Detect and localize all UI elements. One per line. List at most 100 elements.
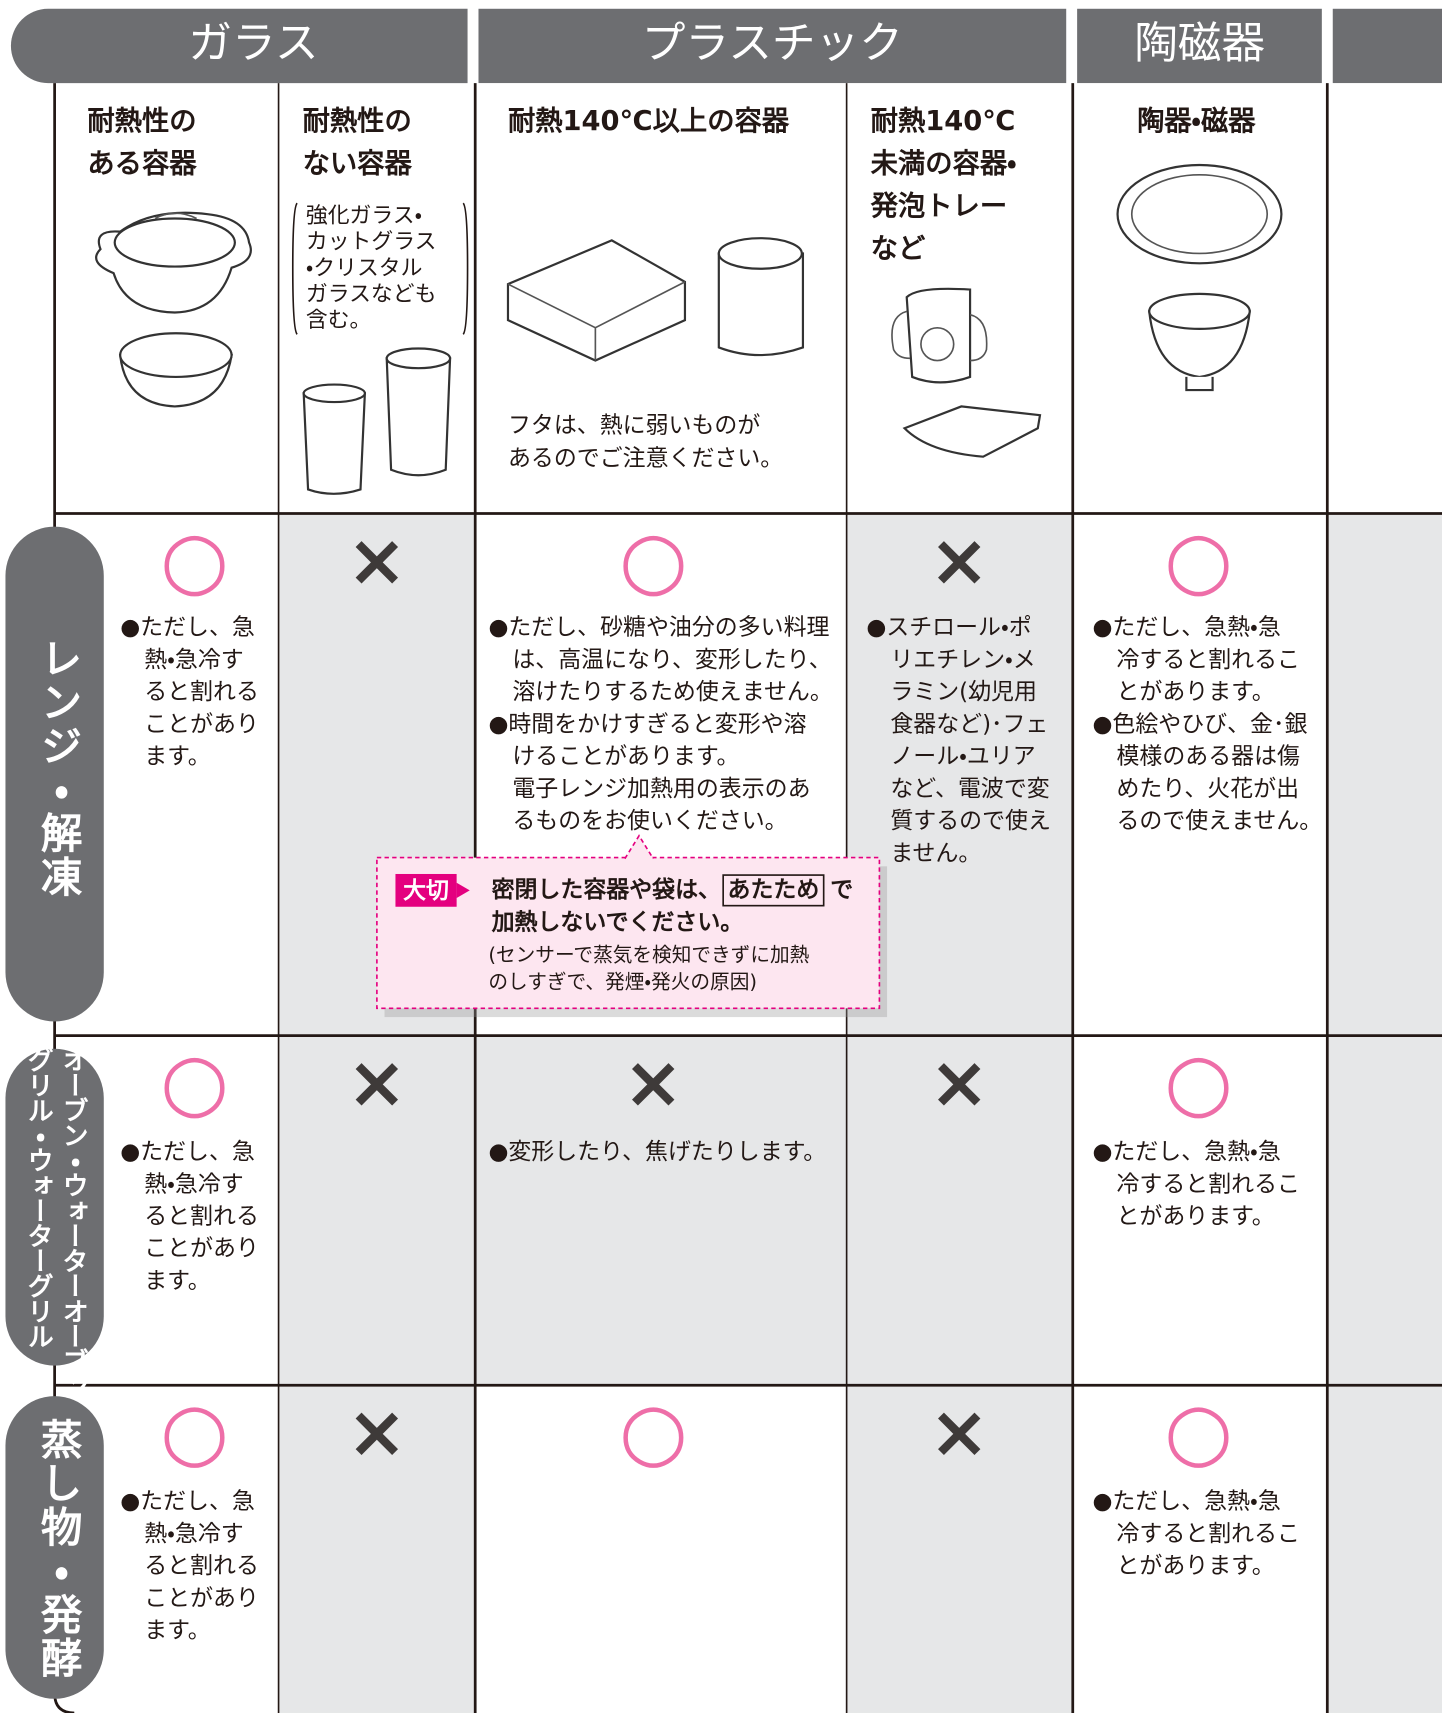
cell-shade xyxy=(846,1035,1073,1386)
column-label: 発泡トレー xyxy=(870,191,1007,222)
column-note: フタは、熱に弱いものが xyxy=(508,413,760,439)
row-label-bg xyxy=(5,1048,104,1366)
illustrations xyxy=(95,163,1283,495)
backgrounds xyxy=(278,513,1442,1713)
cell-note: 電子レンジ加熱用の表示のあ xyxy=(512,776,810,802)
group-title: プラスチック xyxy=(642,18,903,69)
cell-note: ●ただし、急 xyxy=(120,1489,255,1515)
header-bar xyxy=(1077,8,1322,84)
group-title: 陶磁器 xyxy=(1134,18,1265,69)
cell-shade xyxy=(1327,1385,1442,1713)
cell-note: るものをお使いください。 xyxy=(512,808,787,834)
column-label: ある容器 xyxy=(87,148,197,179)
mark-no: × xyxy=(347,1041,407,1125)
cell-note: ●スチロール・ポ xyxy=(866,615,1031,641)
cell-note: ると割れる xyxy=(144,1204,259,1230)
cell-note: ●ただし、急 xyxy=(120,615,255,641)
column-note: 含む。 xyxy=(306,308,372,333)
column-note: 強化ガラス・ xyxy=(306,203,422,228)
cell-note: 冷すると割れるこ xyxy=(1116,1171,1300,1197)
row-label: 蒸し物・発酵 xyxy=(34,1418,83,1681)
cell-note: 質するので使え xyxy=(890,808,1051,834)
column-label: 耐熱性の xyxy=(303,106,412,137)
cell-note: ます。 xyxy=(144,1618,211,1644)
column-label: 陶器・磁器 xyxy=(1137,106,1256,137)
column-note: ・クリスタル xyxy=(306,256,423,281)
callout-detail: (センサーで蒸気を検知できずに加熱 xyxy=(488,943,809,966)
cell-note: ●ただし、急熱・急 xyxy=(1092,615,1280,641)
cell-note: など、電波で変 xyxy=(890,776,1049,802)
cell-note: ことがあり xyxy=(144,1236,259,1262)
cell-note: めたり、火花が出 xyxy=(1116,776,1299,802)
cell-note: ●ただし、急 xyxy=(120,1139,255,1165)
cell-note: ●時間をかけすぎると変形や溶 xyxy=(488,711,806,737)
cell-note: は、高温になり、変形したり、 xyxy=(512,647,831,673)
column-label: 耐熱140℃以上の容器 xyxy=(508,106,790,137)
cell-note: とがあります。 xyxy=(1116,1553,1274,1579)
cell-note: けることがあります。 xyxy=(512,744,739,770)
cell-note: 冷すると割れるこ xyxy=(1116,1521,1300,1547)
cell-note: とがあります。 xyxy=(1116,1204,1274,1230)
mark-ok: ○ xyxy=(160,1035,229,1127)
column-label: 未満の容器・ xyxy=(871,148,1017,179)
cell-note: ノール・ユリア xyxy=(890,744,1035,770)
header-bar xyxy=(1332,8,1442,84)
cell-note: ラミン(幼児用 xyxy=(890,679,1037,705)
group-title: ガラス xyxy=(188,18,318,69)
column-note: カットグラス xyxy=(306,230,437,255)
cell-shade xyxy=(475,1035,847,1386)
cell-note: 模様のある器は傷 xyxy=(1116,744,1300,770)
cell-shade xyxy=(278,1385,476,1713)
cell-note: ことがあり xyxy=(144,711,259,737)
mark-ok: ○ xyxy=(1164,1385,1233,1477)
row-label-bg xyxy=(5,1396,104,1699)
mark-ok: ○ xyxy=(619,513,688,605)
row-label-bg xyxy=(5,526,104,1022)
callout-text: で xyxy=(830,877,853,903)
cell-note: ます。 xyxy=(144,1268,211,1294)
cell-note: リエチレン・メ xyxy=(890,647,1035,673)
column-label: など xyxy=(871,234,926,265)
cell-note: 熱・急冷す xyxy=(144,1171,244,1197)
cell-note: ません。 xyxy=(890,840,981,866)
cell-note: 熱・急冷す xyxy=(144,1521,244,1547)
mark-no: × xyxy=(929,1041,989,1125)
cell-note: ことがあり xyxy=(144,1585,259,1611)
cell-note: ると割れる xyxy=(144,1553,259,1579)
mark-ok: ○ xyxy=(1164,513,1233,605)
mark-ok: ○ xyxy=(160,513,229,605)
cell-shade xyxy=(278,1035,476,1386)
row-label: レンジ・解凍 xyxy=(34,637,83,899)
callout-text: 加熱しないでください。 xyxy=(492,910,744,936)
mark-no: × xyxy=(347,1391,407,1475)
cell-note: ●ただし、急熱・急 xyxy=(1092,1489,1280,1515)
cell-note: とがあります。 xyxy=(1116,679,1274,705)
cell-note: 食器など)･フェ xyxy=(890,711,1048,737)
cell-shade xyxy=(1327,1035,1442,1386)
mark-no: × xyxy=(929,1391,989,1475)
cell-note: 熱・急冷す xyxy=(144,647,244,673)
mark-ok: ○ xyxy=(1164,1035,1233,1127)
cell-note: ます。 xyxy=(144,744,211,770)
callout-text: 密閉した容器や袋は、 xyxy=(492,876,721,903)
cell-note: ●色絵やひび、金･銀 xyxy=(1092,711,1307,737)
column-label: ない容器 xyxy=(303,148,413,179)
mark-ok: ○ xyxy=(160,1385,229,1477)
cell-note: 冷すると割れるこ xyxy=(1116,647,1300,673)
callout-tag: 大切 xyxy=(403,878,449,904)
column-label: 耐熱性の xyxy=(87,106,196,137)
column-note: ガラスなども xyxy=(306,282,437,307)
mark-no: × xyxy=(347,519,407,603)
cell-note: ●ただし、砂糖や油分の多い料理 xyxy=(488,615,829,641)
cell-note: ●ただし、急熱・急 xyxy=(1092,1139,1280,1165)
cell-shade xyxy=(846,1385,1073,1713)
column-label: 耐熱140℃ xyxy=(871,106,1016,137)
header-bar xyxy=(478,8,1067,84)
cell-note: ●変形したり、焦げたりします。 xyxy=(488,1139,826,1165)
callout-keyword: あたため xyxy=(728,877,820,903)
column-note: あるのでご注意ください。 xyxy=(508,445,783,471)
